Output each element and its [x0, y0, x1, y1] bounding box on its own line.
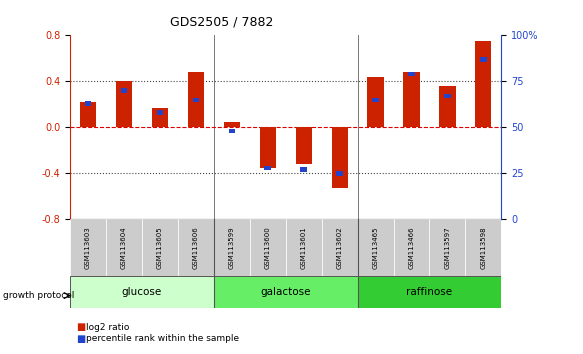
- Text: GSM113603: GSM113603: [85, 227, 91, 269]
- Text: GSM113601: GSM113601: [301, 227, 307, 269]
- Bar: [373, 97, 379, 102]
- Bar: [430, 219, 465, 276]
- Bar: [357, 276, 501, 308]
- Bar: [408, 72, 415, 76]
- Text: percentile rank within the sample: percentile rank within the sample: [86, 334, 240, 343]
- Bar: [85, 101, 91, 106]
- Bar: [332, 127, 347, 188]
- Text: raffinose: raffinose: [406, 287, 452, 297]
- Bar: [142, 219, 178, 276]
- Bar: [300, 167, 307, 172]
- Bar: [152, 108, 168, 127]
- Text: GSM113597: GSM113597: [444, 227, 451, 269]
- Bar: [188, 72, 204, 127]
- Text: ■: ■: [76, 334, 85, 344]
- Bar: [106, 219, 142, 276]
- Bar: [229, 129, 235, 133]
- Bar: [367, 77, 384, 127]
- Bar: [465, 219, 501, 276]
- Bar: [214, 219, 250, 276]
- Bar: [224, 122, 240, 127]
- Bar: [296, 127, 312, 164]
- Bar: [192, 97, 199, 102]
- Text: GSM113605: GSM113605: [157, 227, 163, 269]
- Text: GSM113602: GSM113602: [336, 227, 343, 269]
- Bar: [121, 88, 127, 93]
- Text: glucose: glucose: [122, 287, 162, 297]
- Text: log2 ratio: log2 ratio: [86, 323, 129, 332]
- Bar: [178, 219, 214, 276]
- Text: GSM113604: GSM113604: [121, 227, 127, 269]
- Bar: [116, 81, 132, 127]
- Bar: [480, 57, 487, 62]
- Bar: [259, 127, 276, 168]
- Bar: [394, 219, 430, 276]
- Bar: [357, 219, 394, 276]
- Text: GDS2505 / 7882: GDS2505 / 7882: [170, 15, 273, 28]
- Text: growth protocol: growth protocol: [3, 291, 74, 300]
- Bar: [440, 86, 455, 127]
- Bar: [214, 276, 357, 308]
- Bar: [70, 276, 214, 308]
- Bar: [336, 171, 343, 176]
- Text: GSM113606: GSM113606: [193, 227, 199, 269]
- Text: GSM113600: GSM113600: [265, 227, 271, 269]
- Bar: [286, 219, 322, 276]
- Text: GSM113466: GSM113466: [409, 227, 415, 269]
- Text: galactose: galactose: [261, 287, 311, 297]
- Bar: [70, 219, 106, 276]
- Bar: [250, 219, 286, 276]
- Bar: [444, 94, 451, 98]
- Bar: [403, 72, 420, 127]
- Bar: [80, 102, 96, 127]
- Text: GSM113465: GSM113465: [373, 227, 378, 269]
- Bar: [157, 110, 163, 115]
- Bar: [322, 219, 357, 276]
- Bar: [265, 166, 271, 170]
- Text: GSM113598: GSM113598: [480, 227, 486, 269]
- Text: ■: ■: [76, 322, 85, 332]
- Text: GSM113599: GSM113599: [229, 227, 235, 269]
- Bar: [475, 41, 491, 127]
